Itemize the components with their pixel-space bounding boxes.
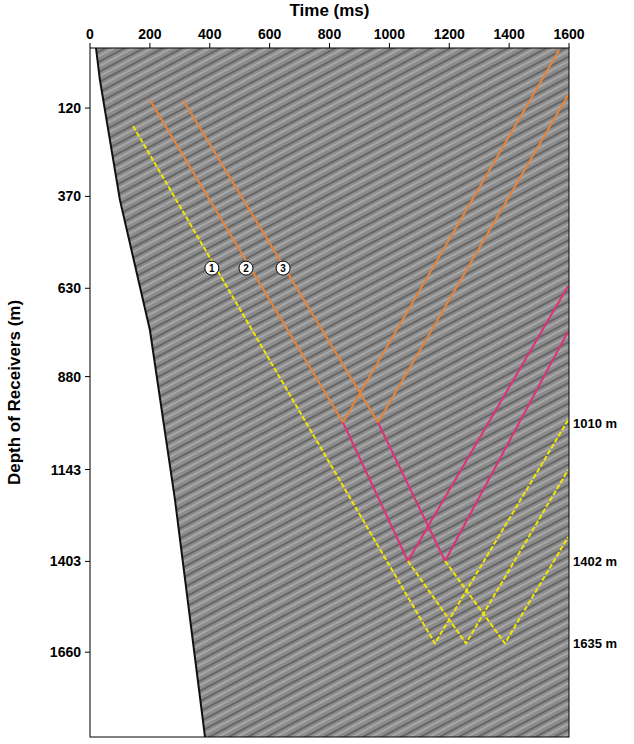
annotation-marker <box>276 261 290 275</box>
y-tick-label: 120 <box>58 100 82 116</box>
y-tick-label: 1143 <box>51 462 82 478</box>
y-tick <box>85 108 90 109</box>
depth-label: 1635 m <box>573 636 617 651</box>
event-line <box>150 50 559 422</box>
x-tick <box>389 43 390 48</box>
x-tick-label: 200 <box>138 26 162 42</box>
event-line <box>378 331 568 561</box>
event-line <box>445 537 568 643</box>
x-tick-label: 400 <box>198 26 222 42</box>
y-axis-title: Depth of Receivers (m) <box>5 300 24 485</box>
x-tick-label: 0 <box>86 26 94 42</box>
wavefield-texture <box>96 48 569 737</box>
first-break <box>96 48 205 737</box>
x-tick <box>569 43 570 48</box>
y-tick <box>85 376 90 377</box>
x-tick <box>509 43 510 48</box>
x-tick-label: 1200 <box>434 26 465 42</box>
x-tick-label: 1000 <box>374 26 405 42</box>
annotation-label: 1 <box>209 263 215 274</box>
y-tick <box>85 196 90 197</box>
x-tick-label: 1400 <box>494 26 525 42</box>
depth-label: 1010 m <box>573 416 617 431</box>
event-line <box>408 470 568 644</box>
y-tick <box>85 652 90 653</box>
y-tick-label: 630 <box>58 280 82 296</box>
annotation-label: 3 <box>280 263 286 274</box>
x-tick-label: 600 <box>258 26 282 42</box>
y-tick-label: 1660 <box>50 644 81 660</box>
y-tick <box>85 561 90 562</box>
y-tick <box>85 288 90 289</box>
event-line <box>343 286 568 561</box>
x-tick <box>90 43 91 48</box>
x-tick <box>149 43 150 48</box>
plot-area <box>96 48 569 737</box>
x-tick <box>269 43 270 48</box>
x-tick-label: 800 <box>318 26 342 42</box>
x-tick <box>329 43 330 48</box>
y-tick <box>85 469 90 470</box>
y-tick-label: 1403 <box>50 553 81 569</box>
annotation-marker <box>239 261 253 275</box>
depth-label: 1402 m <box>573 554 617 569</box>
event-line <box>133 126 568 643</box>
x-tick <box>209 43 210 48</box>
y-tick-label: 880 <box>58 369 82 385</box>
annotation-label: 2 <box>243 263 249 274</box>
event-line <box>183 95 568 423</box>
wavefield <box>96 48 569 737</box>
x-tick-label: 1600 <box>553 26 584 42</box>
chart: 02004006008001000120014001600Time (ms)12… <box>0 0 634 744</box>
plot-frame <box>90 48 569 737</box>
x-tick <box>449 43 450 48</box>
annotation-marker <box>205 261 219 275</box>
x-axis-title: Time (ms) <box>290 1 370 20</box>
y-tick-label: 370 <box>58 188 82 204</box>
